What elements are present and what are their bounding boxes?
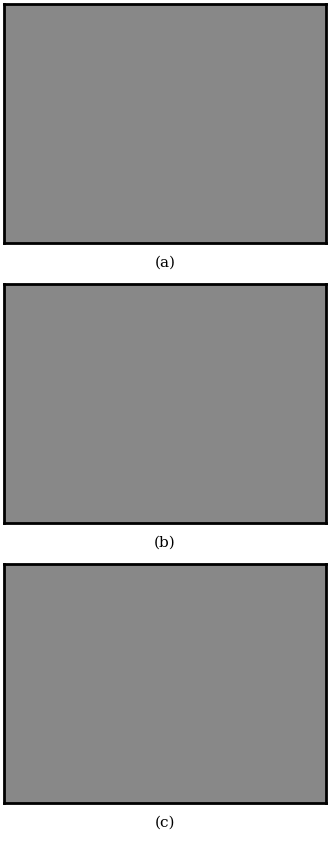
Text: (a): (a) bbox=[154, 256, 176, 270]
Text: (c): (c) bbox=[155, 816, 175, 830]
Text: (b): (b) bbox=[154, 536, 176, 550]
